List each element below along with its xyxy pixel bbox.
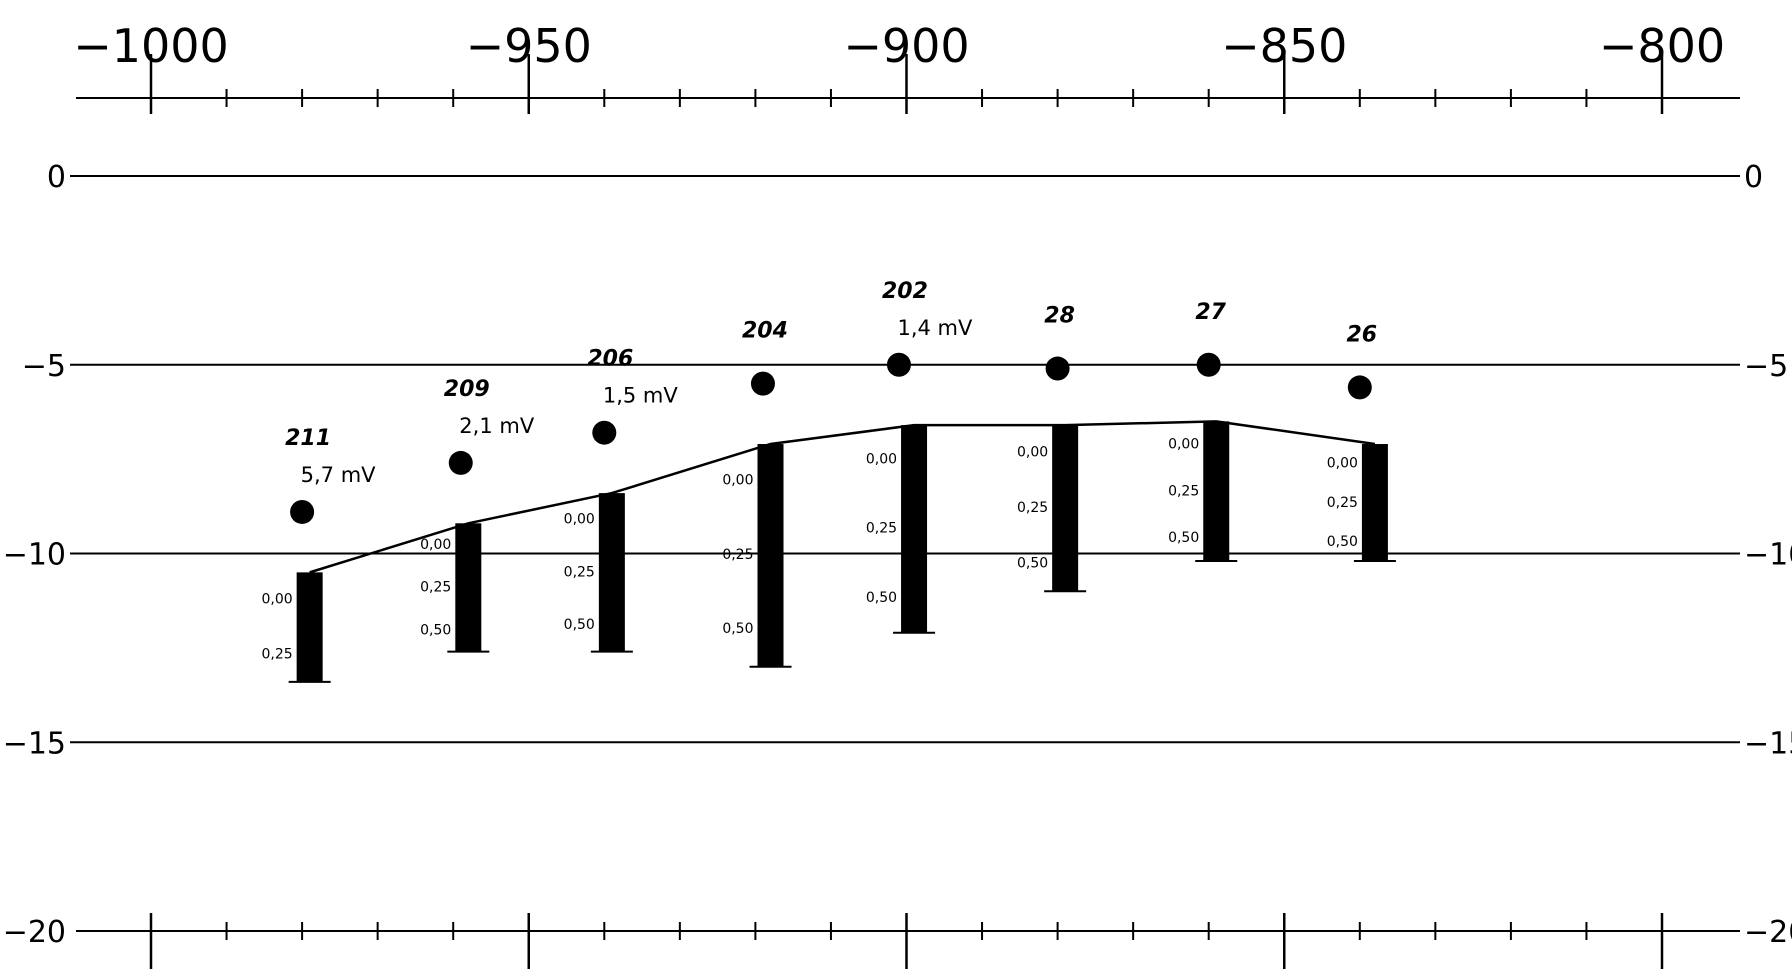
bar-scale-label: 0,50 (1327, 534, 1358, 550)
bar-scale-label: 0,00 (420, 537, 451, 553)
bar-scale-label: 0,25 (420, 580, 451, 596)
y-tick-label-left: −5 (22, 349, 66, 384)
y-tick-label-right: −10 (1744, 538, 1792, 573)
bar-scale-label: 0,50 (420, 622, 451, 638)
bar-scale-label: 0,00 (1168, 437, 1199, 453)
bar-scale-label: 0,50 (722, 621, 753, 637)
measurement-bar (598, 493, 625, 652)
bar-scale-label: 0,25 (564, 564, 595, 580)
y-tick-label-right: −5 (1744, 349, 1788, 384)
bar-scale-label: 0,25 (866, 521, 897, 537)
measurement-bar (296, 572, 323, 682)
data-point (1196, 352, 1221, 377)
measurement-bar (1361, 444, 1388, 562)
y-tick-label-right: −20 (1744, 915, 1792, 950)
point-layer (290, 352, 1372, 524)
point-id-label: 209 (444, 377, 490, 402)
data-point (1347, 375, 1372, 400)
data-point (448, 450, 473, 475)
bar-scale-label: 0,25 (261, 646, 292, 662)
profile-line-layer (309, 420, 1376, 574)
point-id-label: 202 (882, 279, 928, 304)
point-mv-label: 2,1 mV (459, 414, 535, 438)
data-point (290, 499, 315, 524)
tick-layer (76, 54, 1740, 969)
bar-scale-label: 0,25 (1327, 495, 1358, 511)
y-tick-label-left: −20 (3, 915, 66, 950)
y-tick-label-left: 0 (47, 160, 66, 195)
point-id-label: 26 (1346, 322, 1377, 347)
data-point (592, 420, 617, 445)
point-id-label: 204 (742, 319, 788, 344)
point-id-label: 27 (1195, 300, 1226, 325)
measurement-bar (901, 425, 928, 633)
x-tick-label: −900 (843, 19, 969, 73)
bar-scale-label: 0,25 (1017, 500, 1048, 516)
point-id-label: 206 (587, 347, 633, 372)
bar-scale-label: 0,00 (722, 473, 753, 489)
x-tick-label: −1000 (73, 19, 229, 73)
bar-scale-label: 0,00 (261, 592, 292, 608)
data-point (750, 371, 775, 396)
x-tick-label: −850 (1221, 19, 1347, 73)
bar-scale-label: 0,25 (722, 547, 753, 563)
bar-scale-label: 0,25 (1168, 483, 1199, 499)
data-point (886, 352, 911, 377)
point-mv-label: 1,5 mV (603, 384, 679, 408)
bar-layer (288, 421, 1396, 683)
y-tick-label-right: −15 (1744, 726, 1792, 761)
label-layer: 0 0 −5 −5 −10 −10 −15 −15 −20 −20 −1000 −950 −900 −85… (3, 19, 1792, 950)
y-tick-label-left: −10 (3, 538, 66, 573)
point-mv-label: 1,4 mV (897, 316, 973, 340)
measurement-bar (1052, 425, 1079, 592)
data-point (1045, 356, 1070, 381)
bar-scale-label: 0,00 (1017, 445, 1048, 461)
bar-scale-label: 0,50 (1168, 530, 1199, 546)
point-mv-label: 5,7 mV (301, 463, 377, 487)
point-id-label: 28 (1044, 304, 1075, 329)
measurement-bar (455, 523, 482, 652)
measurement-bar (1203, 421, 1230, 562)
bar-scale-label: 0,50 (1017, 555, 1048, 571)
x-tick-label: −800 (1599, 19, 1725, 73)
bar-scale-label: 0,00 (564, 511, 595, 527)
point-id-label: 211 (285, 426, 331, 451)
y-tick-label-left: −15 (3, 726, 66, 761)
bar-scale-label: 0,50 (564, 617, 595, 633)
y-tick-label-right: 0 (1744, 160, 1763, 195)
x-tick-label: −950 (466, 19, 592, 73)
measurement-bar (757, 444, 784, 667)
bar-scale-label: 0,00 (1327, 456, 1358, 472)
bar-scale-label: 0,50 (866, 590, 897, 606)
bar-scale-label: 0,00 (866, 451, 897, 467)
profile-line (309, 420, 1376, 574)
